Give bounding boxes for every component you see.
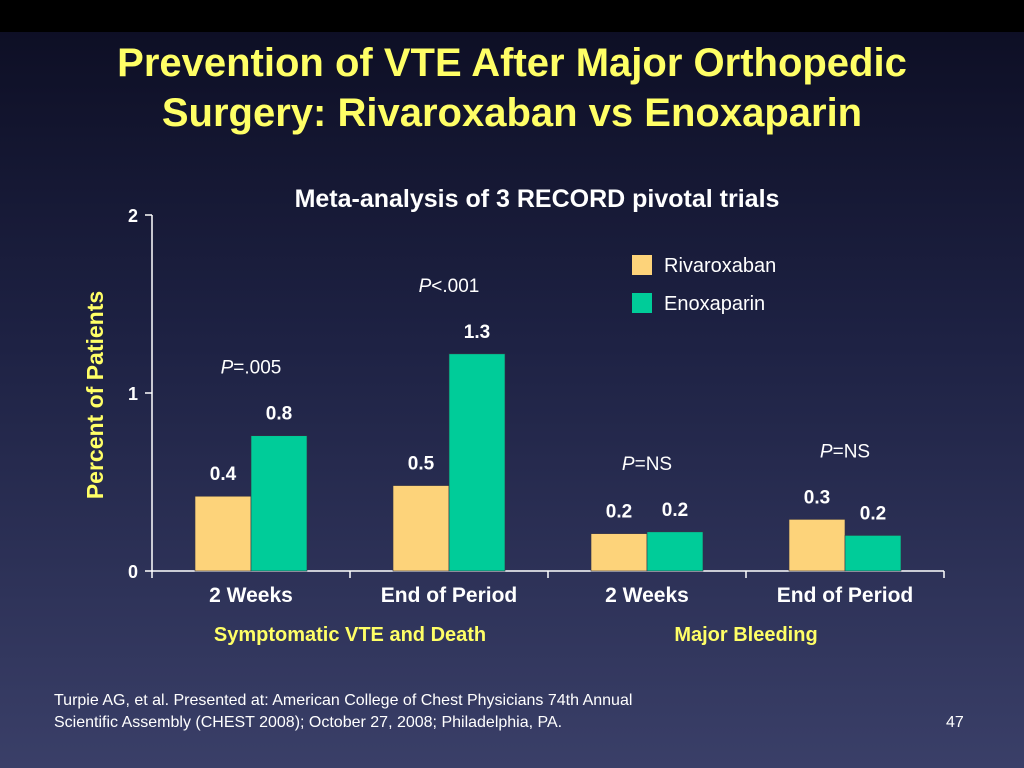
bar-chart: Meta-analysis of 3 RECORD pivotal trials… [82, 185, 914, 646]
y-axis-label: Percent of Patients [82, 291, 108, 499]
bar-rivaroxaban [194, 495, 252, 572]
y-tick-label: 2 [128, 206, 138, 226]
data-label: 0.5 [408, 454, 435, 475]
y-tick-label: 0 [128, 562, 138, 582]
top-strip [0, 0, 1024, 32]
legend-label: Enoxaparin [664, 293, 765, 315]
data-label: 1.3 [464, 322, 490, 343]
legend-label: Rivaroxaban [664, 255, 776, 277]
bar-rivaroxaban [788, 519, 846, 572]
p-value-annotation: P=NS [622, 454, 672, 475]
slide-title: Prevention of VTE After Major Orthopedic… [0, 38, 1024, 138]
data-label: 0.4 [210, 464, 237, 485]
citation-line-1: Turpie AG, et al. Presented at: American… [54, 692, 633, 709]
page-number: 47 [946, 714, 964, 731]
group-label: Symptomatic VTE and Death [214, 624, 486, 646]
p-value-annotation: P<.001 [419, 276, 480, 297]
data-label: 0.3 [804, 487, 830, 508]
legend-swatch [632, 255, 652, 275]
x-tick-label: 2 Weeks [209, 584, 293, 607]
x-tick-label: 2 Weeks [605, 584, 689, 607]
data-label: 0.2 [662, 500, 688, 521]
p-value-annotation: P=.005 [221, 358, 282, 379]
chart-title: Meta-analysis of 3 RECORD pivotal trials [295, 185, 780, 213]
bar-enoxaparin [250, 435, 308, 572]
slide-title-line-2: Surgery: Rivaroxaban vs Enoxaparin [161, 91, 863, 135]
y-tick-label: 1 [128, 384, 138, 404]
p-value-annotation: P=NS [820, 441, 870, 462]
legend-swatch [632, 293, 652, 313]
bar-enoxaparin [844, 535, 902, 572]
citation-line-2: Scientific Assembly (CHEST 2008); Octobe… [54, 714, 563, 731]
data-label: 0.2 [860, 503, 886, 524]
x-tick-label: End of Period [777, 584, 914, 607]
group-label: Major Bleeding [674, 624, 817, 646]
slide-title-line-1: Prevention of VTE After Major Orthopedic [117, 41, 907, 85]
bar-rivaroxaban [392, 485, 450, 572]
bar-rivaroxaban [590, 533, 648, 572]
x-tick-label: End of Period [381, 584, 518, 607]
bar-enoxaparin [646, 531, 704, 572]
data-label: 0.2 [606, 502, 632, 523]
data-label: 0.8 [266, 404, 292, 425]
bar-enoxaparin [448, 353, 506, 572]
citation: Turpie AG, et al. Presented at: American… [54, 690, 632, 734]
